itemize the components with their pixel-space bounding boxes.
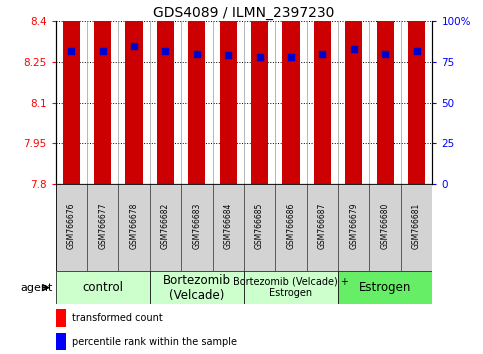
Point [161, 48, 170, 53]
Text: agent: agent [21, 282, 53, 293]
Bar [345, 0, 362, 184]
Text: GSM766680: GSM766680 [381, 202, 390, 249]
Text: GSM766687: GSM766687 [318, 202, 327, 249]
Text: Bortezomib (Velcade) +
Estrogen: Bortezomib (Velcade) + Estrogen [233, 277, 349, 298]
Text: GSM766678: GSM766678 [129, 202, 139, 249]
Point [130, 43, 138, 48]
Bar [188, 0, 205, 184]
Point [256, 54, 264, 60]
Bar [408, 0, 425, 184]
Text: percentile rank within the sample: percentile rank within the sample [72, 337, 238, 347]
Text: GSM766676: GSM766676 [67, 202, 76, 249]
Point [68, 48, 75, 53]
Bar [56, 271, 150, 304]
Title: GDS4089 / ILMN_2397230: GDS4089 / ILMN_2397230 [153, 6, 335, 20]
Point [99, 48, 107, 53]
Bar [63, 0, 80, 184]
Text: transformed count: transformed count [72, 313, 163, 323]
Bar [220, 0, 237, 184]
Bar [150, 271, 244, 304]
Point [412, 48, 420, 53]
Text: Bortezomib
(Velcade): Bortezomib (Velcade) [163, 274, 231, 302]
Bar [126, 0, 142, 184]
Point [287, 54, 295, 60]
Bar [56, 333, 66, 350]
Text: GSM766684: GSM766684 [224, 202, 233, 249]
Text: Estrogen: Estrogen [359, 281, 412, 294]
Text: GSM766686: GSM766686 [286, 202, 296, 249]
Text: GSM766681: GSM766681 [412, 202, 421, 249]
Bar [283, 0, 299, 184]
Bar [377, 0, 394, 184]
Text: GSM766679: GSM766679 [349, 202, 358, 249]
Point [382, 51, 389, 57]
Bar [338, 271, 432, 304]
Text: GSM766683: GSM766683 [192, 202, 201, 249]
Point [224, 53, 232, 58]
Text: GSM766685: GSM766685 [255, 202, 264, 249]
Text: control: control [82, 281, 123, 294]
Bar [251, 0, 268, 184]
Bar [157, 0, 174, 184]
Bar [244, 271, 338, 304]
Point [319, 51, 327, 57]
Point [193, 51, 201, 57]
Bar [314, 0, 331, 184]
Text: GSM766682: GSM766682 [161, 202, 170, 249]
Point [350, 46, 357, 52]
Bar [56, 309, 66, 327]
Bar [94, 0, 111, 184]
Text: GSM766677: GSM766677 [98, 202, 107, 249]
